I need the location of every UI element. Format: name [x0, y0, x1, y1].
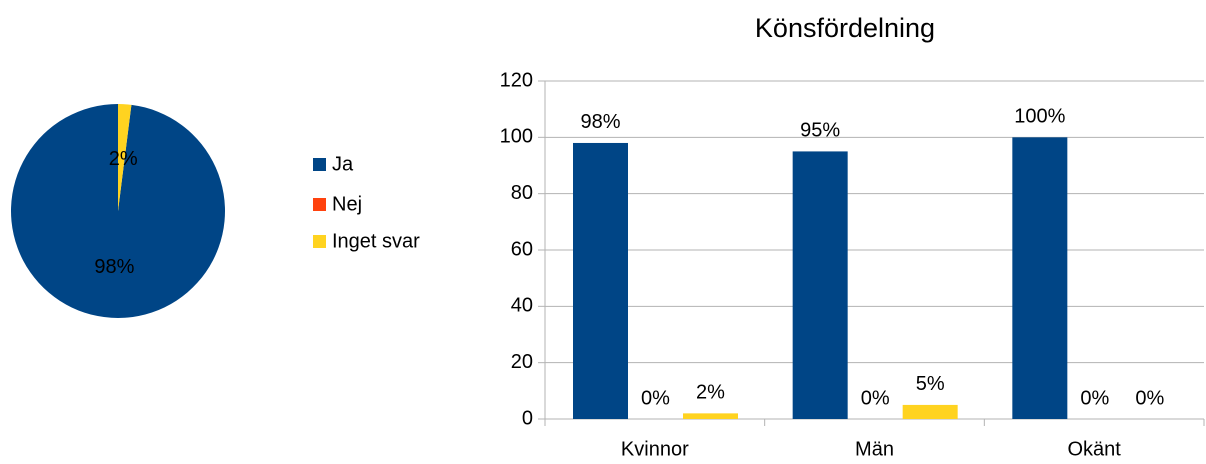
- bar-label: 0%: [1080, 387, 1109, 409]
- x-tick-label: Okänt: [1067, 438, 1121, 460]
- x-tick-label: Kvinnor: [621, 438, 689, 460]
- chart-title: Könsfördelning: [755, 13, 935, 43]
- legend-swatch: [313, 158, 326, 171]
- legend-swatch: [313, 235, 326, 248]
- bar-label: 0%: [1135, 387, 1164, 409]
- y-tick-label: 40: [511, 295, 533, 317]
- bar-label: 98%: [580, 111, 620, 133]
- x-tick-label: Män: [855, 438, 894, 460]
- bar-label: 100%: [1014, 106, 1065, 128]
- legend-label: Inget svar: [332, 230, 420, 252]
- slice-label: 98%: [94, 256, 134, 278]
- bar-label: 0%: [861, 387, 890, 409]
- legend-swatch: [313, 198, 326, 211]
- bar: [792, 151, 848, 419]
- legend-label: Nej: [332, 193, 362, 215]
- y-tick-label: 80: [511, 182, 533, 204]
- bar-label: 0%: [641, 387, 670, 409]
- y-tick-label: 0: [522, 407, 533, 429]
- bar: [1012, 137, 1068, 420]
- bar: [573, 142, 628, 419]
- bar-label: 5%: [916, 373, 945, 395]
- legend-label: Ja: [332, 153, 354, 175]
- bar-label: 95%: [800, 120, 840, 142]
- pie-slice: [118, 104, 132, 211]
- y-tick-label: 60: [511, 238, 533, 260]
- pie-slice: [10, 104, 225, 318]
- slice-label: 2%: [109, 148, 138, 170]
- bar: [902, 404, 958, 419]
- bar-label: 2%: [696, 382, 725, 404]
- y-tick-label: 120: [500, 69, 533, 91]
- bar: [683, 413, 738, 419]
- y-tick-label: 20: [511, 351, 533, 373]
- y-tick-label: 100: [500, 126, 533, 148]
